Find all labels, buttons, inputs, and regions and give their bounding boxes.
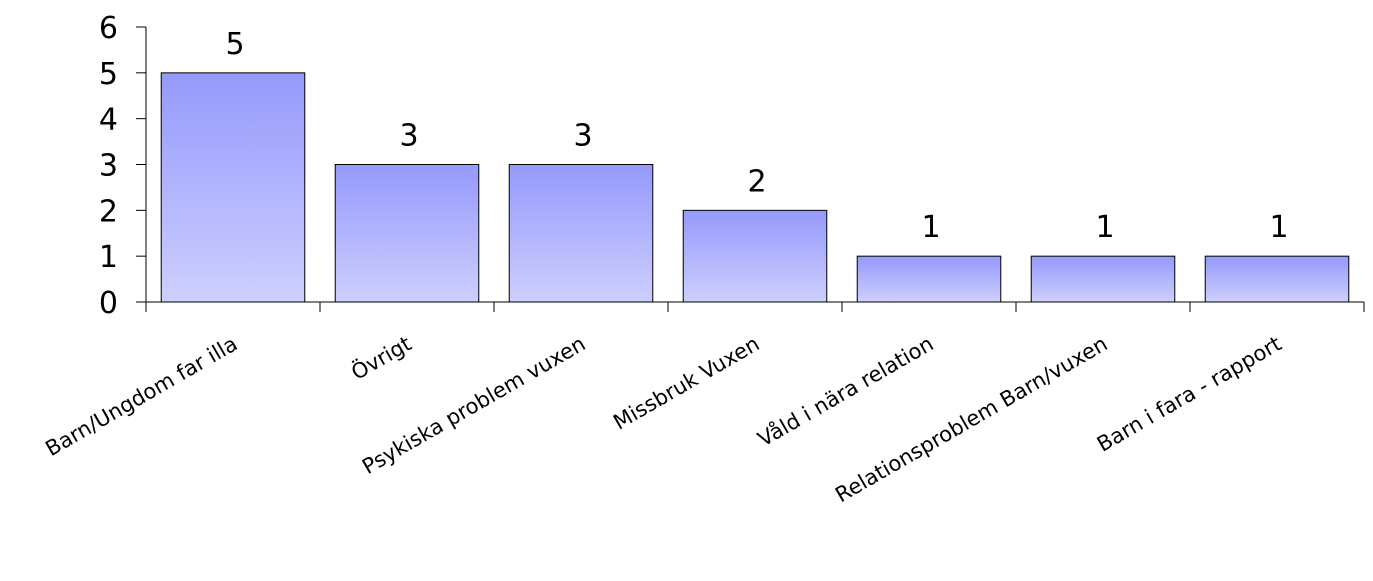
data-label: 3 xyxy=(399,119,418,154)
y-tick-label: 3 xyxy=(99,149,118,184)
data-label: 2 xyxy=(747,164,766,199)
bar xyxy=(1204,255,1350,303)
bar xyxy=(334,164,480,303)
category-label: Våld i nära relation xyxy=(753,331,937,452)
data-label: 1 xyxy=(921,210,940,245)
data-label: 5 xyxy=(225,27,244,62)
y-axis: 0 1 2 3 4 5 6 xyxy=(99,11,147,321)
bar xyxy=(682,209,828,303)
category-label: Barn i fara - rapport xyxy=(1093,332,1286,457)
bar xyxy=(508,164,654,303)
bar xyxy=(1030,255,1176,303)
y-tick-label: 2 xyxy=(99,194,118,229)
data-label: 1 xyxy=(1269,210,1288,245)
data-label: 1 xyxy=(1095,210,1114,245)
data-label: 3 xyxy=(573,119,592,154)
y-tick-label: 0 xyxy=(99,286,118,321)
category-label: Övrigt xyxy=(347,331,416,385)
category-label: Missbruk Vuxen xyxy=(609,332,763,435)
x-axis xyxy=(145,301,1365,312)
data-labels: 5 3 3 2 1 1 1 xyxy=(225,27,1288,245)
y-tick-label: 4 xyxy=(99,103,118,138)
category-label: Relationsproblem Barn/vuxen xyxy=(831,332,1111,508)
y-tick-label: 5 xyxy=(99,57,118,92)
bar xyxy=(160,72,306,303)
y-tick-label: 6 xyxy=(99,11,118,46)
bar xyxy=(856,255,1002,303)
y-tick-label: 1 xyxy=(99,240,118,275)
bars xyxy=(160,72,1350,303)
category-label: Barn/Ungdom far illa xyxy=(41,332,241,461)
